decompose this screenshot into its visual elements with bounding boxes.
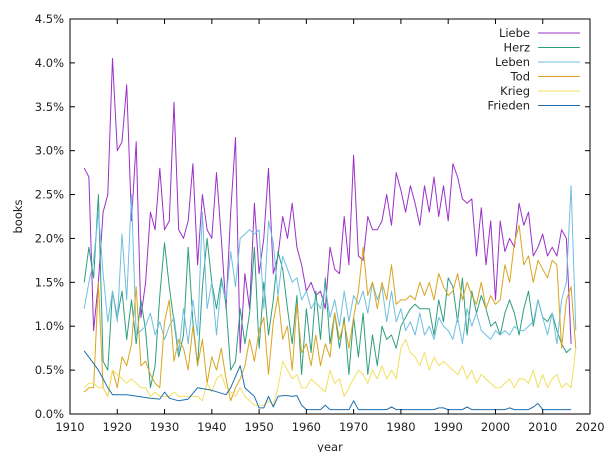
- x-tick-label: 1920: [103, 420, 132, 434]
- y-tick-label: 4.0%: [35, 56, 64, 70]
- series-line-krieg: [83, 338, 577, 406]
- legend-label-krieg: Krieg: [500, 84, 530, 98]
- x-tick-label: 2020: [575, 420, 604, 434]
- y-tick-label: 0.0%: [35, 407, 64, 421]
- x-tick-label: 1950: [244, 420, 273, 434]
- legend-label-leben: Leben: [495, 55, 530, 69]
- x-tick-label: 2000: [481, 420, 510, 434]
- y-tick-label: 1.5%: [35, 275, 64, 289]
- y-tick-label: 4.5%: [35, 12, 64, 26]
- legend-label-herz: Herz: [504, 41, 531, 55]
- y-tick-label: 3.5%: [35, 100, 64, 114]
- series-line-leben: [83, 185, 577, 354]
- x-tick-label: 1970: [339, 420, 368, 434]
- series-line-frieden: [83, 350, 572, 411]
- y-tick-label: 2.0%: [35, 231, 64, 245]
- x-tick-label: 2010: [528, 420, 557, 434]
- y-tick-label: 1.0%: [35, 319, 64, 333]
- series-line-liebe: [83, 58, 572, 354]
- legend-label-tod: Tod: [510, 70, 530, 84]
- y-axis-title: books: [11, 199, 25, 233]
- legend-label-liebe: Liebe: [499, 26, 530, 40]
- x-tick-label: 1930: [150, 420, 179, 434]
- x-tick-label: 1980: [386, 420, 415, 434]
- x-tick-label: 1960: [292, 420, 321, 434]
- x-tick-label: 1910: [55, 420, 84, 434]
- y-tick-label: 2.5%: [35, 188, 64, 202]
- series-line-tod: [83, 224, 577, 402]
- x-tick-label: 1940: [197, 420, 226, 434]
- legend-label-frieden: Frieden: [488, 99, 530, 113]
- x-axis-title: year: [317, 440, 343, 452]
- series-layer: [83, 58, 577, 411]
- plot-frame: [69, 18, 591, 415]
- axes-layer: 0.0% 0.5% 1.0% 1.5% 2.0% 2.5% 3.0% 3.5% 4.0% 4.5%…: [35, 12, 605, 434]
- y-tick-label: 0.5%: [35, 363, 64, 377]
- y-tick-label: 3.0%: [35, 144, 64, 158]
- x-tick-label: 1990: [434, 420, 463, 434]
- series-line-herz: [83, 194, 572, 389]
